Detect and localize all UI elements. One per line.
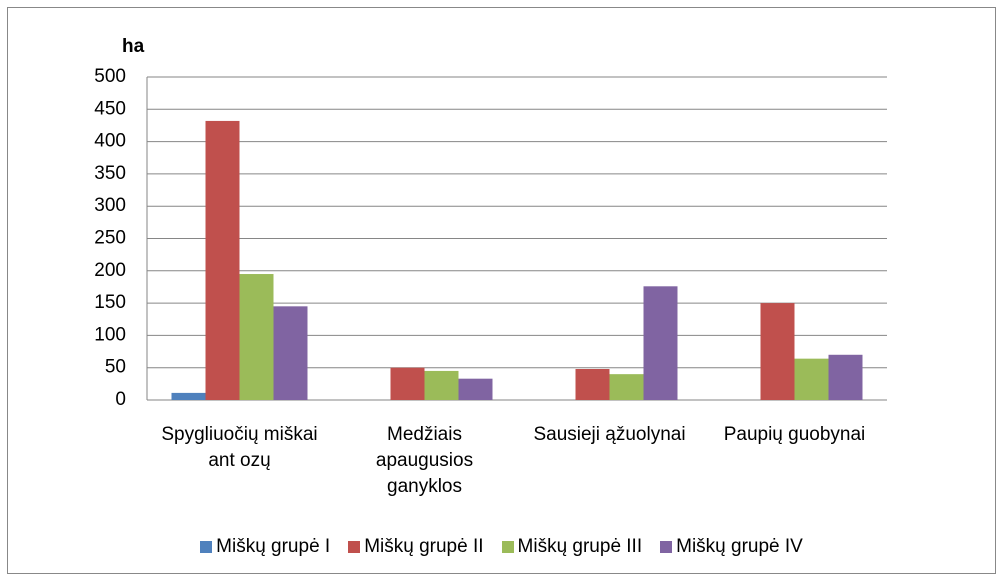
y-tick-label: 100 xyxy=(94,324,126,345)
frame xyxy=(7,7,996,574)
y-tick-label: 400 xyxy=(94,131,126,152)
legend-swatch xyxy=(660,541,673,553)
legend-label: Miškų grupė III xyxy=(517,536,643,557)
y-tick-label: 150 xyxy=(94,292,126,313)
legend-label: Miškų grupė II xyxy=(364,536,484,557)
y-tick-label: 350 xyxy=(94,163,126,184)
legend-item: Miškų grupė I xyxy=(200,536,330,558)
bar xyxy=(205,120,240,400)
legend-swatch xyxy=(348,541,361,553)
legend-label: Miškų grupė IV xyxy=(676,536,803,557)
y-tick-label: 50 xyxy=(105,357,126,378)
y-tick-label: 0 xyxy=(115,389,126,410)
x-tick-label: Spygliuočių miškai ant ozų xyxy=(161,424,318,471)
y-axis-label: ha xyxy=(122,36,145,57)
legend-item: Miškų grupė III xyxy=(501,536,643,558)
bar xyxy=(794,358,829,400)
y-tick-label: 450 xyxy=(94,98,126,119)
bar xyxy=(239,274,274,400)
y-tick-label: 250 xyxy=(94,228,126,249)
bar xyxy=(171,392,206,400)
bar xyxy=(609,374,644,400)
y-tick-label: 500 xyxy=(94,66,126,87)
legend-label: Miškų grupė I xyxy=(216,536,331,557)
bar xyxy=(273,306,308,400)
bar xyxy=(390,367,425,400)
legend: Miškų grupė I Miškų grupė II Miškų grupė I… xyxy=(0,536,1003,558)
x-tick-label: Sausieji ąžuolynai xyxy=(533,424,686,445)
x-tick-label: Medžiais apaugusios ganyklos xyxy=(375,424,474,497)
legend-swatch xyxy=(200,541,213,553)
y-tick-label: 300 xyxy=(94,195,126,216)
x-tick-label: Paupių guobynai xyxy=(723,424,866,445)
bar xyxy=(575,368,610,400)
bar xyxy=(828,354,863,400)
y-tick-label: 200 xyxy=(94,260,126,281)
bar xyxy=(643,286,678,400)
bar xyxy=(760,303,795,400)
legend-item: Miškų grupė IV xyxy=(660,536,803,558)
legend-item: Miškų grupė II xyxy=(348,536,484,558)
bar xyxy=(458,378,493,400)
legend-swatch xyxy=(501,541,514,553)
bar xyxy=(424,370,459,400)
